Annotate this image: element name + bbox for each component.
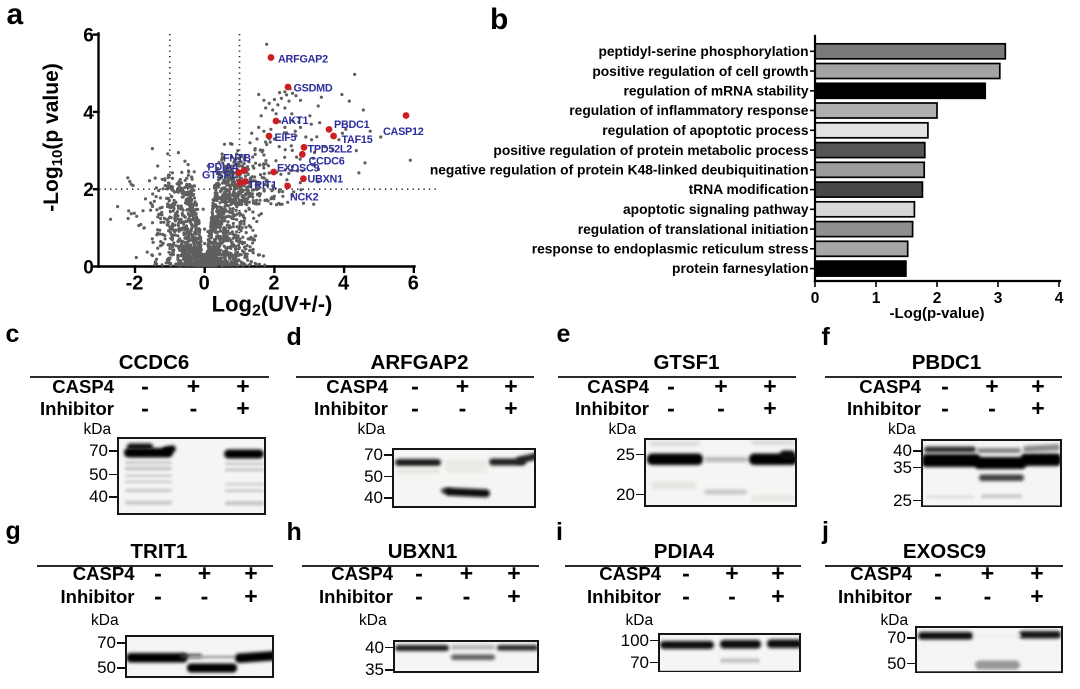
svg-text:regulation of mRNA stability: regulation of mRNA stability [624, 84, 809, 99]
svg-text:peptidyl-serine phosphorylatio: peptidyl-serine phosphorylation [598, 44, 808, 59]
svg-text:4: 4 [1055, 290, 1064, 307]
svg-text:protein farnesylation: protein farnesylation [672, 261, 808, 276]
svg-text:0: 0 [83, 258, 94, 279]
svg-text:negative regulation of protein: negative regulation of protein K48-linke… [430, 163, 809, 178]
svg-text:PDIA4: PDIA4 [208, 162, 239, 174]
svg-text:TRIT1: TRIT1 [248, 180, 277, 192]
svg-text:EIF5: EIF5 [275, 132, 297, 144]
svg-text:4: 4 [338, 273, 350, 295]
svg-text:2: 2 [83, 180, 94, 201]
svg-text:0: 0 [811, 290, 820, 307]
svg-text:2: 2 [933, 290, 942, 307]
svg-text:tRNA modification: tRNA modification [689, 182, 809, 197]
svg-text:ARFGAP2: ARFGAP2 [278, 54, 328, 66]
svg-text:-Log(p-value): -Log(p-value) [890, 305, 985, 322]
svg-text:apoptotic signaling pathway: apoptotic signaling pathway [623, 202, 809, 217]
svg-text:CASP12: CASP12 [383, 126, 424, 138]
svg-text:regulation of inflammatory res: regulation of inflammatory response [569, 103, 809, 118]
svg-text:-Log10(p value): -Log10(p value) [40, 63, 66, 212]
svg-text:EXOSC9: EXOSC9 [277, 163, 320, 175]
svg-text:regulation of apoptotic proces: regulation of apoptotic process [602, 123, 809, 138]
svg-text:AKT1: AKT1 [281, 115, 308, 127]
svg-text:positive regulation of protein: positive regulation of protein metabolic… [493, 143, 808, 158]
svg-text:TPD52L2: TPD52L2 [308, 144, 353, 156]
svg-text:0: 0 [199, 273, 210, 295]
svg-text:4: 4 [83, 103, 94, 124]
svg-text:GSDMD: GSDMD [294, 83, 333, 95]
svg-text:CCDC6: CCDC6 [309, 156, 345, 168]
svg-text:Log2(UV+/-): Log2(UV+/-) [212, 292, 333, 320]
svg-text:NCK2: NCK2 [290, 192, 319, 204]
svg-text:6: 6 [408, 273, 419, 295]
svg-text:positive regulation of cell gr: positive regulation of cell growth [592, 64, 808, 79]
svg-text:UBXN1: UBXN1 [308, 174, 344, 186]
svg-text:response to endoplasmic reticu: response to endoplasmic reticulum stress [532, 242, 809, 257]
svg-text:regulation of translational in: regulation of translational initiation [578, 222, 809, 237]
svg-text:FNTB: FNTB [223, 153, 251, 165]
svg-text:GTSF1: GTSF1 [202, 170, 236, 182]
svg-text:2: 2 [268, 273, 279, 295]
svg-text:TAF15: TAF15 [342, 134, 373, 146]
svg-text:1: 1 [872, 290, 881, 307]
svg-text:3: 3 [994, 290, 1003, 307]
svg-text:PBDC1: PBDC1 [334, 119, 370, 131]
svg-text:6: 6 [83, 26, 94, 47]
svg-text:-2: -2 [126, 273, 144, 295]
